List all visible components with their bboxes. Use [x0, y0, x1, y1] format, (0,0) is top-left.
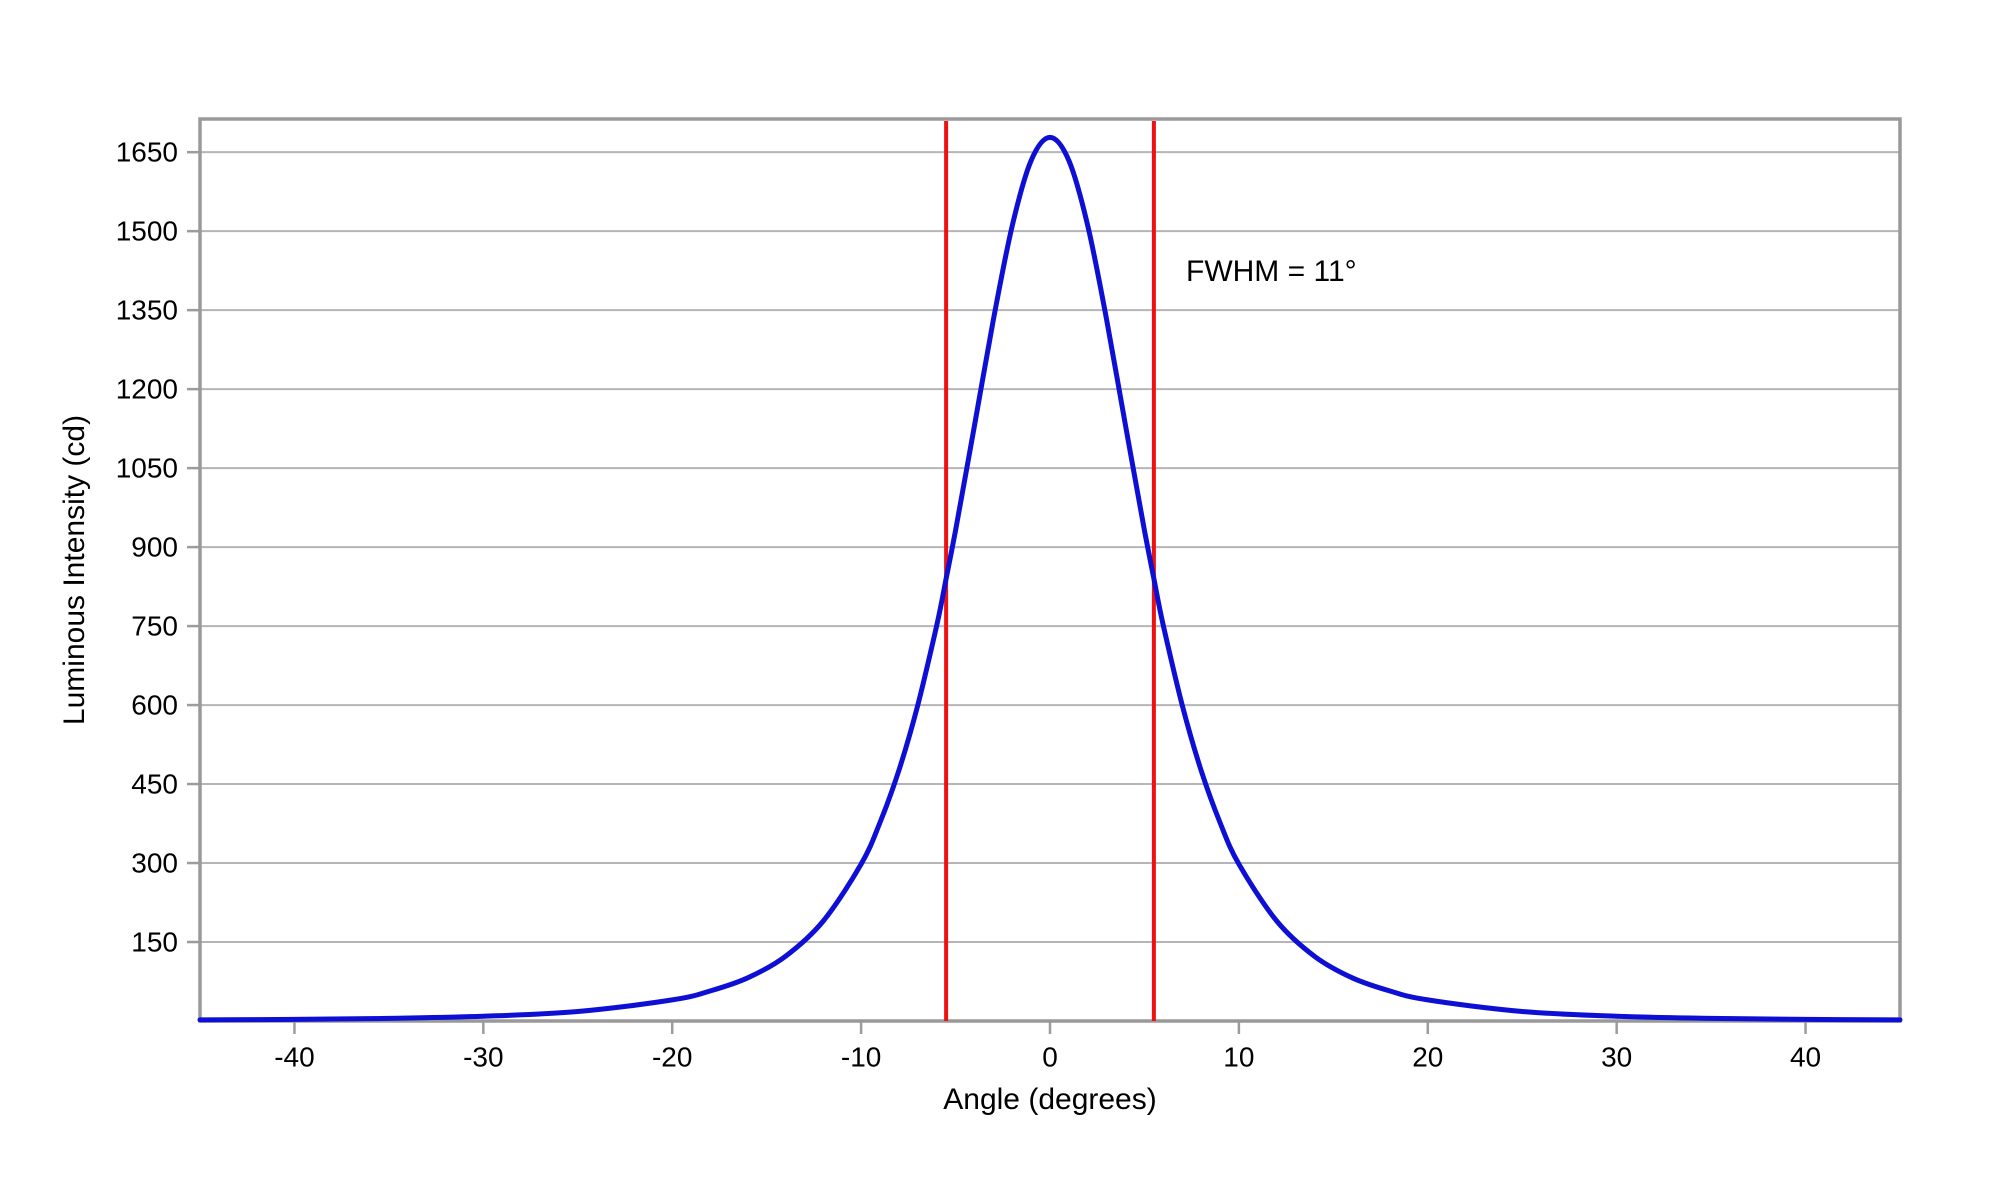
x-tick-label: -40	[274, 1042, 314, 1073]
y-tick-label: 150	[131, 927, 178, 958]
x-tick-label: 0	[1042, 1042, 1058, 1073]
y-tick-label: 600	[131, 690, 178, 721]
x-tick-label: -10	[841, 1042, 881, 1073]
y-tick-label: 1350	[116, 295, 178, 326]
y-tick-label: 1650	[116, 137, 178, 168]
x-tick-label: 20	[1412, 1042, 1443, 1073]
y-tick-label: 900	[131, 532, 178, 563]
y-tick-label: 450	[131, 769, 178, 800]
x-tick-label: -30	[463, 1042, 503, 1073]
x-tick-label: 40	[1790, 1042, 1821, 1073]
y-tick-label: 1050	[116, 453, 178, 484]
fwhm-annotation: FWHM = 11°	[1186, 255, 1357, 288]
y-tick-label: 300	[131, 848, 178, 879]
x-tick-label: -20	[652, 1042, 692, 1073]
y-axis-title: Luminous Intensity (cd)	[58, 414, 91, 726]
x-tick-label: 10	[1223, 1042, 1254, 1073]
y-tick-label: 1200	[116, 374, 178, 405]
plot-border	[198, 117, 1902, 1023]
y-tick-label: 1500	[116, 216, 178, 247]
intensity-curve	[197, 134, 1903, 1023]
y-tick-label: 750	[131, 611, 178, 642]
x-axis-title: Angle (degrees)	[943, 1083, 1157, 1116]
x-tick-label: 30	[1601, 1042, 1632, 1073]
